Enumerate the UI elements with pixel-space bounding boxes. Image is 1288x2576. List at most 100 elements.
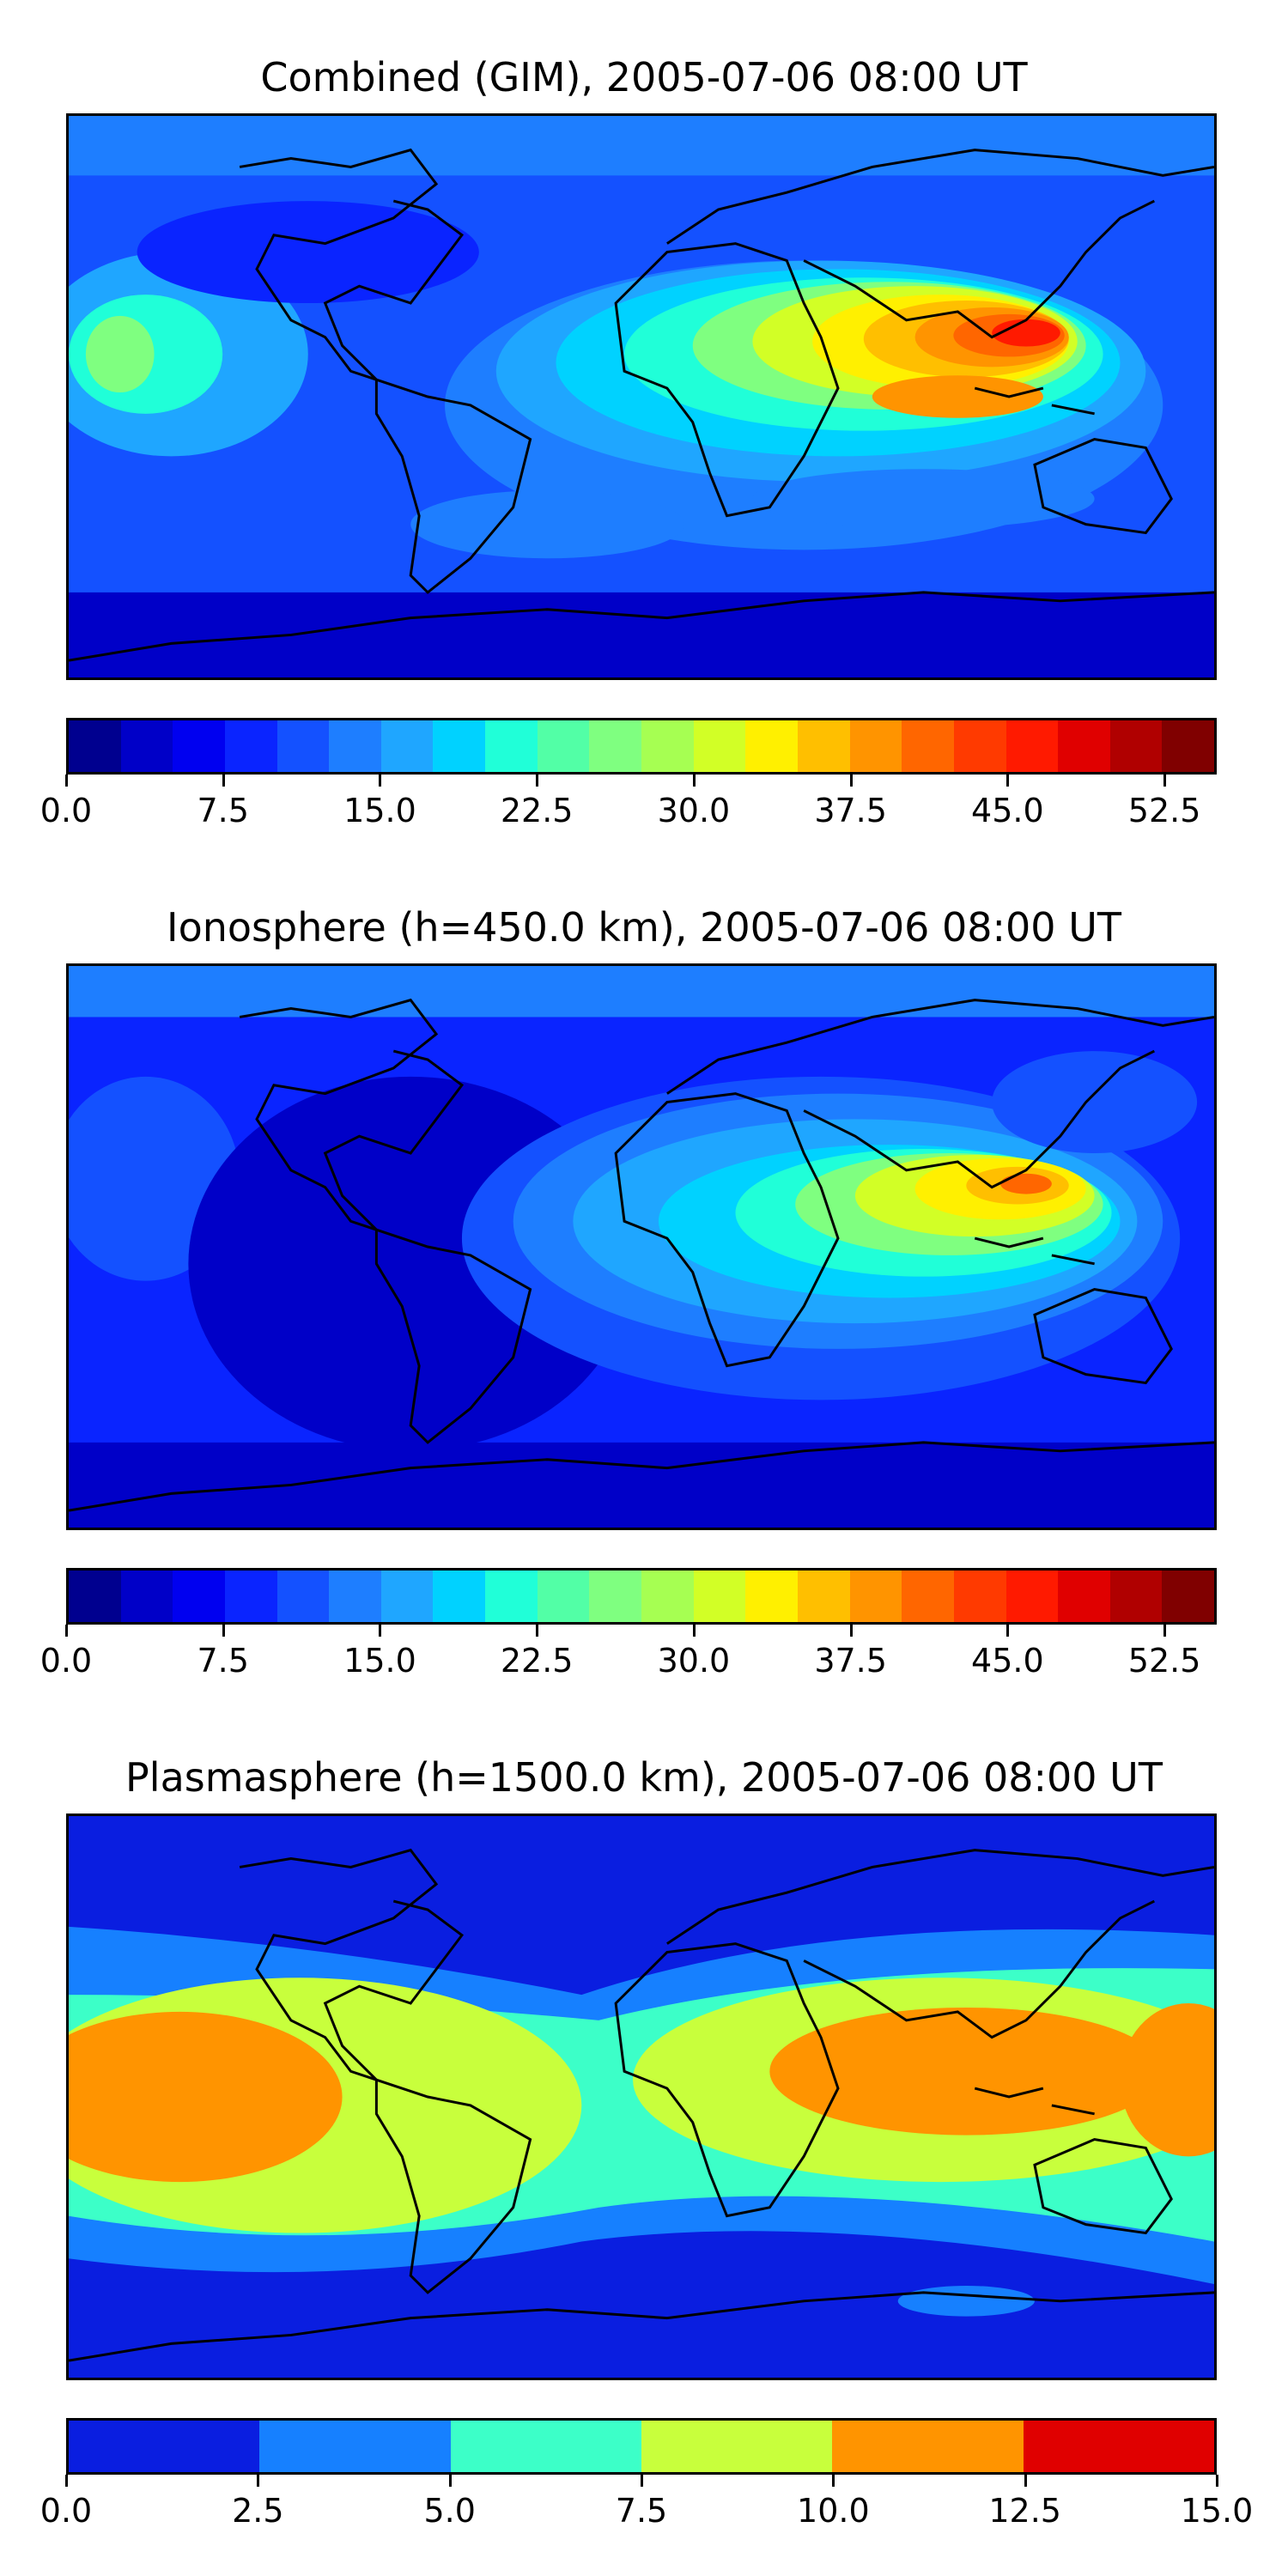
colorbar-tick-label: 7.5 <box>197 792 249 829</box>
colorbar-segment <box>537 720 590 772</box>
colorbar-tick-mark <box>1216 2475 1218 2487</box>
colorbar-segment <box>1058 720 1110 772</box>
colorbar-tick-label: 22.5 <box>500 1642 574 1680</box>
panel-2-colorbar <box>66 1568 1217 1625</box>
colorbar-segment <box>589 1571 642 1622</box>
combined-tec-map <box>69 116 1214 677</box>
colorbar-tick-label: 52.5 <box>1127 792 1201 829</box>
colorbar-segment <box>1162 1571 1214 1622</box>
colorbar-tick-mark <box>379 1625 382 1637</box>
colorbar-segment <box>69 720 121 772</box>
colorbar-tick-mark <box>222 1625 225 1637</box>
colorbar-tick-mark <box>448 2475 452 2487</box>
colorbar-segment <box>902 720 954 772</box>
colorbar-tick-mark <box>1006 775 1010 787</box>
colorbar-segment <box>1058 1571 1110 1622</box>
panel-2-colorbar-ticks: 0.0 7.5 15.0 22.5 30.0 37.5 45.0 52.5 <box>40 1625 1217 1685</box>
colorbar-tick-mark <box>1163 775 1167 787</box>
colorbar-tick-label: 0.0 <box>39 792 93 829</box>
colorbar-tick-label: 12.5 <box>988 2492 1061 2530</box>
colorbar-tick-mark <box>65 2475 68 2487</box>
colorbar-tick-mark <box>257 2475 260 2487</box>
panel-1-map <box>66 113 1217 680</box>
panel-3-colorbar <box>66 2418 1217 2475</box>
colorbar-tick-mark <box>536 1625 539 1637</box>
colorbar-tick-label: 2.5 <box>232 2492 284 2530</box>
colorbar-tick-label: 45.0 <box>971 1642 1044 1680</box>
colorbar-tick-label: 15.0 <box>1180 2492 1254 2530</box>
colorbar-tick-label: 45.0 <box>971 792 1044 829</box>
colorbar-segment <box>120 720 173 772</box>
colorbar-segment <box>797 720 850 772</box>
colorbar-segment <box>69 1571 121 1622</box>
colorbar-tick-label: 5.0 <box>423 2492 476 2530</box>
colorbar-segment <box>641 720 694 772</box>
colorbar-segment <box>1109 720 1163 772</box>
colorbar-segment <box>380 720 434 772</box>
colorbar-segment <box>537 1571 590 1622</box>
colorbar-tick-mark <box>832 2475 835 2487</box>
colorbar-tick-label: 52.5 <box>1127 1642 1201 1680</box>
colorbar-segment <box>1005 720 1059 772</box>
colorbar-segment <box>433 1571 486 1622</box>
colorbar-tick-label: 30.0 <box>657 792 731 829</box>
panel-3-title: Plasmasphere (h=1500.0 km), 2005-07-06 0… <box>125 1754 1163 1801</box>
colorbar-segment <box>276 1571 330 1622</box>
panel-1-title: Combined (GIM), 2005-07-06 08:00 UT <box>260 54 1028 100</box>
colorbar-segment <box>224 720 277 772</box>
colorbar-tick-mark <box>65 775 68 787</box>
panel-3-map <box>66 1814 1217 2380</box>
colorbar-tick-label: 15.0 <box>343 792 416 829</box>
colorbar-segment <box>329 1571 381 1622</box>
colorbar-segment <box>693 1571 746 1622</box>
colorbar-segment <box>589 720 642 772</box>
colorbar-segment <box>433 720 486 772</box>
colorbar-segment <box>849 720 902 772</box>
colorbar-tick-mark <box>1024 2475 1027 2487</box>
colorbar-segment <box>1162 720 1214 772</box>
colorbar-segment <box>485 1571 538 1622</box>
colorbar-segment <box>224 1571 277 1622</box>
colorbar-segment <box>902 1571 954 1622</box>
colorbar-segment <box>69 2421 260 2472</box>
panel-2-title: Ionosphere (h=450.0 km), 2005-07-06 08:0… <box>167 904 1121 951</box>
colorbar-segment <box>745 720 798 772</box>
colorbar-segment <box>173 720 225 772</box>
colorbar-segment <box>641 1571 694 1622</box>
colorbar-tick-mark <box>1006 1625 1010 1637</box>
colorbar-segment <box>641 2421 833 2472</box>
colorbar-segment <box>1005 1571 1059 1622</box>
colorbar-segment <box>450 2421 641 2472</box>
colorbar-tick-mark <box>692 1625 696 1637</box>
colorbar-segment <box>485 720 538 772</box>
colorbar-tick-mark <box>1163 1625 1167 1637</box>
colorbar-segment <box>380 1571 434 1622</box>
colorbar-tick-label: 0.0 <box>39 1642 93 1680</box>
colorbar-segment <box>953 720 1006 772</box>
colorbar-segment <box>849 1571 902 1622</box>
colorbar-segment <box>832 2421 1024 2472</box>
colorbar-segment <box>745 1571 798 1622</box>
panel-2-map <box>66 963 1217 1530</box>
colorbar-tick-label: 37.5 <box>814 1642 887 1680</box>
colorbar-tick-label: 10.0 <box>797 2492 870 2530</box>
panel-1-colorbar-ticks: 0.0 7.5 15.0 22.5 30.0 37.5 45.0 52.5 <box>40 775 1217 835</box>
panel-1-colorbar <box>66 718 1217 775</box>
colorbar-segment <box>329 720 381 772</box>
colorbar-segment <box>1109 1571 1163 1622</box>
colorbar-tick-mark <box>641 2475 643 2487</box>
panel-3-colorbar-ticks: 0.0 2.5 5.0 7.5 10.0 12.5 15.0 <box>40 2475 1253 2535</box>
colorbar-tick-mark <box>849 775 853 787</box>
colorbar-segment <box>276 720 330 772</box>
colorbar-segment <box>693 720 746 772</box>
colorbar-segment <box>173 1571 225 1622</box>
colorbar-tick-mark <box>849 1625 853 1637</box>
colorbar-tick-mark <box>379 775 382 787</box>
colorbar-segment <box>120 1571 173 1622</box>
colorbar-tick-label: 0.0 <box>39 2492 93 2530</box>
colorbar-segment <box>1023 2421 1214 2472</box>
colorbar-tick-label: 22.5 <box>500 792 574 829</box>
colorbar-tick-label: 37.5 <box>814 792 887 829</box>
colorbar-tick-label: 30.0 <box>657 1642 731 1680</box>
colorbar-tick-mark <box>65 1625 68 1637</box>
